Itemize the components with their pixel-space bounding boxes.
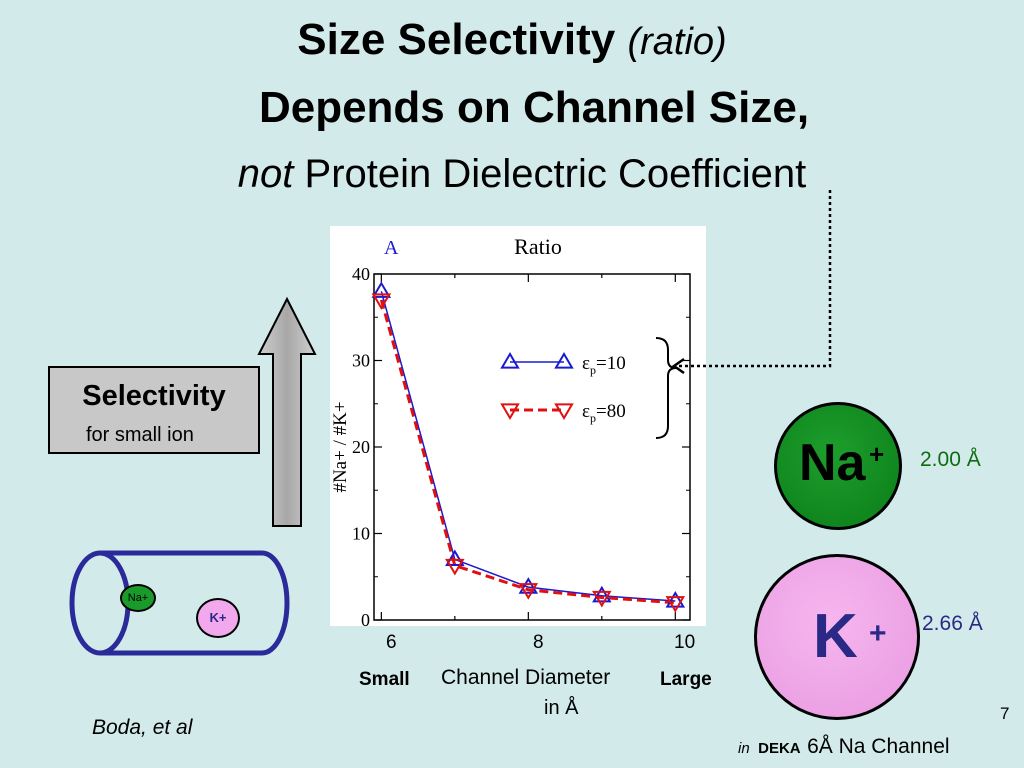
x-tick-10: 10 [674,632,696,653]
x-label-line-2: in Å [544,697,579,719]
title-line-2: Depends on Channel Size, [258,83,810,132]
chart-title: Ratio [514,234,562,259]
data-point-series-1 [592,590,612,608]
citation: Boda, et al [92,716,193,739]
data-point-series-0 [518,577,539,594]
na-symbol: Na [799,434,866,492]
y-tick-label: 40 [352,264,370,284]
dotted-connector [676,190,832,368]
data-point-series-0 [445,549,465,567]
k-charge: + [869,617,887,650]
legend-marker-1 [500,403,520,420]
y-tick-label: 0 [361,610,370,626]
title-line-1: Size Selectivity (ratio) [0,14,1024,68]
y-tick-label: 30 [352,351,370,371]
footer-note: in DEKA 6Å Na Channel [738,735,950,759]
footer-channel: 6Å Na Channel [807,735,950,758]
channel-cylinder-icon [69,550,290,656]
title-line-3: not Protein Dielectric Coefficient [0,150,1024,198]
x-tick-8: 8 [533,632,544,653]
legend-label-0: εp=10 [582,353,626,377]
na-radius: 2.00 Å [920,448,981,471]
data-point-series-1 [445,558,465,576]
legend-annotation [655,190,832,439]
chart-panel: 0 10 20 30 40 A Ratio #Na+ / #K+ εp=10 εp=80 [330,226,706,630]
footer-deka: DEKA [758,740,801,757]
selectivity-box: Selectivity for small ion [48,366,260,454]
panel-label: A [384,237,399,259]
connector-arrowhead [671,357,685,375]
na-ion-large: Na + [774,402,902,530]
data-point-series-0 [592,585,612,603]
x-tick-6: 6 [386,632,397,653]
data-point-series-0 [371,281,392,298]
y-tick-label: 20 [352,437,370,457]
legend-marker-0 [500,352,520,369]
data-point-series-0 [665,590,686,608]
legend-label-1: εp=80 [582,401,626,425]
small-k-ion: K+ [196,598,240,638]
legend-marker-0 [554,352,574,369]
title-rest: Protein Dielectric Coefficient [304,152,807,196]
data-point-series-1 [371,293,392,310]
legend-brace [655,337,677,439]
small-na-ion: Na+ [120,584,156,612]
small-na-label: Na+ [127,592,149,604]
na-charge: + [869,439,885,469]
legend-marker-1 [554,403,574,420]
x-label-line-1: Channel Diameter [441,666,611,689]
y-axis-label: #Na+ / #K+ [330,401,351,492]
series-line-1 [379,299,676,605]
k-symbol: K [813,602,858,671]
title-main: Size Selectivity [297,15,616,64]
series-line-0 [380,291,676,602]
k-ion-large: K + [754,554,920,720]
selectivity-title: Selectivity [82,380,226,412]
data-point-series-1 [665,596,686,613]
k-radius: 2.66 Å [922,612,983,635]
footer-in: in [738,740,750,757]
x-label-small: Small [359,669,410,690]
x-label-large: Large [660,669,712,690]
title-not: not [237,152,294,196]
title-ratio: (ratio) [627,21,727,63]
up-arrow-icon [257,296,317,527]
page-number: 7 [1000,704,1010,723]
selectivity-subtitle: for small ion [86,424,194,446]
data-point-series-1 [518,583,539,600]
small-k-label: K+ [209,610,227,625]
ratio-chart: 0 10 20 30 40 A Ratio #Na+ / #K+ εp=10 εp=80 [330,234,691,630]
y-tick-label: 10 [352,524,370,544]
